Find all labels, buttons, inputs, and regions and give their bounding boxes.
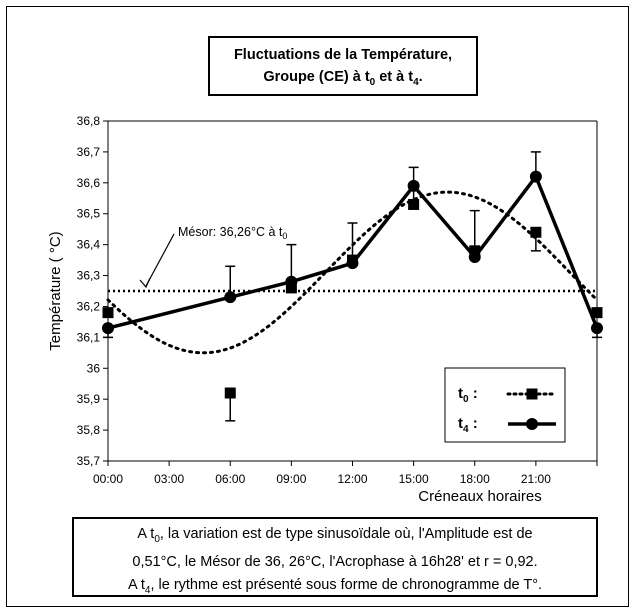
- legend-marker-t0: [526, 388, 538, 400]
- data-point-t0: [285, 282, 297, 294]
- caption-line-2: 0,51°C, le Mésor de 36, 26°C, l'Acrophas…: [132, 553, 538, 570]
- chart-title-line-2: Groupe (CE) à t0 et à t4.: [210, 66, 476, 94]
- legend-label-colon: :: [469, 415, 478, 432]
- legend-label-t0: t0 :: [458, 385, 478, 405]
- mesor-label-sub: 0: [282, 231, 287, 241]
- data-point-t4: [407, 179, 420, 192]
- title-text-a: Groupe (CE) à t: [263, 69, 370, 85]
- x-tick-label: 09:00: [276, 472, 306, 486]
- x-tick-label: 00:00: [93, 472, 123, 486]
- x-tick-label: 03:00: [154, 472, 184, 486]
- y-tick-label: 35,9: [77, 392, 101, 406]
- cosinor-curve-t0: [106, 190, 599, 355]
- y-tick-label: 36,2: [77, 299, 101, 313]
- data-point-t0: [224, 387, 236, 399]
- x-tick-label: 06:00: [215, 472, 245, 486]
- caption-line-1-sub: 0: [154, 533, 160, 545]
- x-tick-label: 21:00: [521, 472, 551, 486]
- data-point-t0: [408, 198, 420, 210]
- mesor-label-text: Mésor: 36,26°C à t: [178, 225, 283, 239]
- data-point-t4: [102, 322, 114, 335]
- mesor-arrowhead: [139, 277, 151, 289]
- figure-frame: [6, 6, 629, 607]
- x-ticks: 00:00 03:00 06:00 09:00 12:00 15:00 18:00 21:00: [93, 461, 598, 486]
- y-tick-label: 35,8: [77, 423, 101, 437]
- data-point-t0: [347, 254, 358, 266]
- caption-line-1-b: , la variation est de type sinusoïdale o…: [159, 526, 533, 542]
- y-axis-label: Température ( °C): [47, 231, 64, 350]
- data-point-t0: [102, 307, 114, 319]
- legend-marker-t4: [526, 418, 538, 430]
- data-point-t0: [591, 307, 603, 319]
- title-sub-4: 4: [413, 76, 419, 88]
- y-tick-label: 36,8: [77, 114, 101, 128]
- y-tick-label: 36,7: [77, 145, 101, 159]
- y-ticks: 35,7 35,8 35,9 36 36,1 36,2 36,3 36,4 36,5 36,6 36…: [77, 114, 108, 468]
- caption-line-3-a: A t: [127, 576, 145, 593]
- series-t0: [102, 198, 603, 399]
- x-tick-label: 15:00: [399, 472, 429, 486]
- x-axis-label: Créneaux horaires: [418, 488, 541, 505]
- caption-line-3-sub: 4: [144, 584, 151, 596]
- caption-line-1: A t0, la variation est de type sinusoïda…: [74, 523, 596, 551]
- legend-label-t4: t4 :: [458, 415, 478, 435]
- caption-line-1-a: A t: [137, 526, 155, 542]
- caption-line-3-b: , le rythme est présenté sous forme de c…: [150, 576, 543, 593]
- data-point-t4: [224, 291, 237, 304]
- x-tick-label: 18:00: [460, 472, 490, 486]
- y-tick-label: 36,6: [77, 176, 101, 190]
- data-point-t4: [591, 322, 603, 335]
- data-point-t4: [529, 170, 542, 183]
- title-sub-0: 0: [369, 76, 376, 88]
- mesor-label: Mésor: 36,26°C à t0: [178, 225, 287, 241]
- title-text-b: et à t: [375, 69, 414, 85]
- data-point-t0: [530, 226, 542, 238]
- y-tick-label: 36: [87, 361, 101, 375]
- chart-title-line-1: Fluctuations de la Température,: [233, 47, 453, 63]
- legend-label-sub: 4: [463, 424, 469, 435]
- legend: t0 : t4 :: [458, 385, 558, 435]
- legend-box: [444, 367, 566, 443]
- caption-line-3: A t4, le rythme est présenté sous forme …: [74, 574, 596, 602]
- y-tick-label: 36,5: [77, 207, 101, 221]
- caption-box: A t0, la variation est de type sinusoïda…: [72, 517, 598, 597]
- chart-title-box: Fluctuations de la Température, Groupe (…: [208, 36, 478, 96]
- y-tick-label: 36,4: [77, 238, 101, 252]
- mesor-arrow: [145, 233, 175, 287]
- x-tick-label: 12:00: [337, 472, 367, 486]
- y-tick-label: 36,3: [77, 269, 101, 283]
- data-point-t0: [469, 245, 481, 257]
- y-tick-label: 36,1: [77, 330, 101, 344]
- series-line-t4: [107, 174, 599, 330]
- y-tick-label: 35,7: [77, 454, 101, 468]
- legend-label-sub: 0: [463, 394, 469, 405]
- title-text-c: .: [418, 69, 423, 85]
- legend-label-colon: :: [469, 385, 478, 402]
